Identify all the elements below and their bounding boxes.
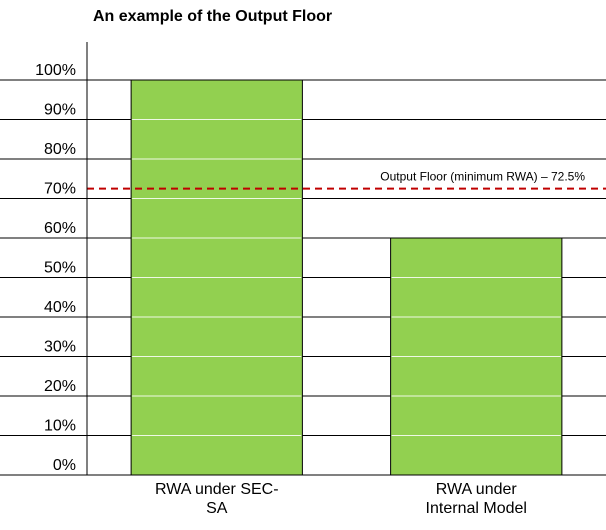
y-tick-label: 40% <box>44 299 76 316</box>
category-labels: RWA under SEC-SA RWA under Internal Model <box>155 481 527 517</box>
output-floor-label: Output Floor (minimum RWA) – 72.5% <box>380 170 585 184</box>
category-label: RWA under Internal Model <box>426 481 527 517</box>
y-tick-label: 90% <box>44 102 76 119</box>
y-tick-label: 10% <box>44 418 76 435</box>
y-tick-label: 70% <box>44 181 76 198</box>
output-floor: Output Floor (minimum RWA) – 72.5% <box>87 170 606 190</box>
y-tick-label: 20% <box>44 378 76 395</box>
y-tick-label: 60% <box>44 220 76 237</box>
y-tick-label: 80% <box>44 141 76 158</box>
y-tick-label: 100% <box>35 62 76 79</box>
y-tick-labels: 0% 10% 20% 30% 40% 50% 60% 70% 80% 90% 100% <box>35 62 76 474</box>
y-tick-label: 0% <box>53 457 76 474</box>
y-tick-label: 50% <box>44 260 76 277</box>
y-tick-label: 30% <box>44 339 76 356</box>
gridlines <box>0 79 606 476</box>
bars <box>130 79 563 476</box>
chart-title: An example of the Output Floor <box>93 8 332 25</box>
category-label: RWA under SEC-SA <box>155 481 279 517</box>
